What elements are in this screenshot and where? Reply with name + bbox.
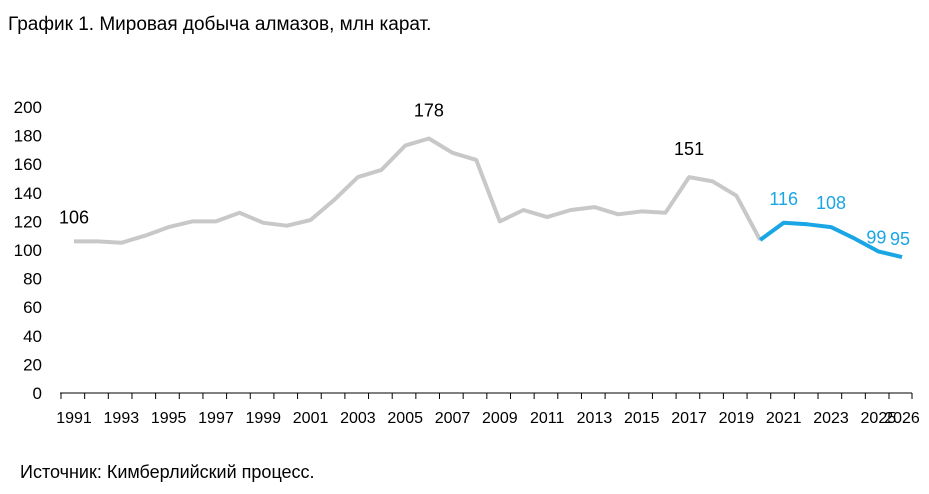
x-tick-label: 2011 xyxy=(530,410,565,427)
y-tick-label: 120 xyxy=(14,212,42,231)
x-tick-label: 1991 xyxy=(56,410,92,427)
y-tick-label: 0 xyxy=(33,384,42,403)
data-label: 151 xyxy=(674,139,704,159)
y-tick-label: 200 xyxy=(14,98,42,117)
x-tick-label: 2007 xyxy=(435,410,471,427)
y-tick-label: 140 xyxy=(14,184,42,203)
x-tick-label: 2025 xyxy=(861,410,897,427)
y-tick-label: 180 xyxy=(14,127,42,146)
x-tick-label: 1995 xyxy=(151,410,187,427)
x-tick-label: 2021 xyxy=(766,410,802,427)
x-tick-label: 2023 xyxy=(813,410,849,427)
data-label: 116 xyxy=(769,189,798,209)
y-tick-label: 40 xyxy=(23,327,42,346)
data-label: 95 xyxy=(890,229,910,249)
x-tick-label: 1999 xyxy=(245,410,281,427)
data-label: 99 xyxy=(866,227,886,247)
y-tick-label: 160 xyxy=(14,155,42,174)
x-tick-label: 2015 xyxy=(624,410,660,427)
x-tick-label: 2005 xyxy=(387,410,423,427)
data-label: 106 xyxy=(59,207,89,227)
y-tick-label: 80 xyxy=(23,270,42,289)
y-tick-label: 60 xyxy=(23,298,42,317)
x-tick-label: 1997 xyxy=(198,410,234,427)
data-labels: 106 178 151 116 108 99 95 xyxy=(59,100,910,249)
x-tick-label: 2026 xyxy=(884,410,920,427)
x-tick-label: 2003 xyxy=(340,410,376,427)
forecast-series-line xyxy=(758,220,903,260)
data-label: 178 xyxy=(414,100,444,120)
series-lines xyxy=(74,136,903,260)
y-tick-label: 100 xyxy=(14,241,42,260)
historical-series-line xyxy=(74,136,762,245)
y-axis: 0 20 40 60 80 100 120 140 160 180 200 xyxy=(14,98,42,403)
x-tick-label: 2019 xyxy=(719,410,755,427)
x-tick-label: 2009 xyxy=(482,410,518,427)
chart-title: График 1. Мировая добыча алмазов, млн ка… xyxy=(8,14,432,35)
source-note: Источник: Кимберлийский процесс. xyxy=(20,462,315,482)
y-tick-label: 20 xyxy=(23,355,42,374)
data-label: 108 xyxy=(816,193,846,213)
x-tick-label: 2013 xyxy=(577,410,613,427)
x-axis: 1991 1993 1995 1997 1999 2001 2003 2005 2007 2009… xyxy=(56,392,920,427)
x-tick-label: 2001 xyxy=(293,410,329,427)
x-tick-label: 1993 xyxy=(104,410,140,427)
x-tick-label: 2017 xyxy=(671,410,707,427)
